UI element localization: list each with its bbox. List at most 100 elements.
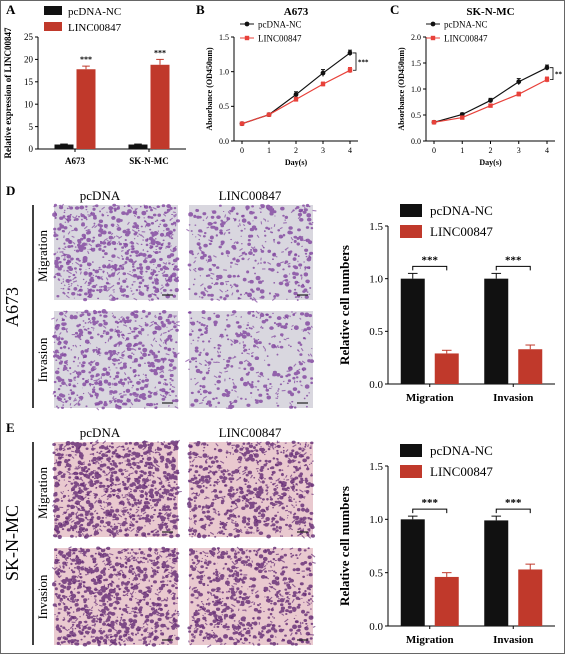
chart-b-x-tick-label-4: 4 xyxy=(348,146,352,155)
micro-d-row-invasion: Invasion xyxy=(35,337,50,382)
chart-a-significance-0: *** xyxy=(80,55,92,64)
chart-b-point-linc-3 xyxy=(320,81,326,87)
chart-e-y-tick-label-3: 1.5 xyxy=(369,461,383,473)
micro-d-linc-migration xyxy=(186,203,317,303)
chart-e-significance-0: *** xyxy=(422,497,439,509)
chart-d-y-tick-label-1: 0.5 xyxy=(369,326,383,338)
chart-b-x-tick-label-0: 0 xyxy=(240,146,244,155)
micro-d-linc-invasion-processes xyxy=(185,310,313,410)
chart-d-bracket-0 xyxy=(412,265,448,271)
chart-d-legend-swatch-linc xyxy=(400,225,422,238)
chart-a-bar-a673-nc xyxy=(54,144,74,149)
chart-a-bar-a673-linc xyxy=(76,69,96,149)
chart-a-y-tick-label-1: 5 xyxy=(29,122,34,132)
chart-d-y-label: Relative cell numbers xyxy=(337,245,352,365)
chart-a-y-tick-label-3: 15 xyxy=(24,77,34,87)
chart-c-point-linc-1 xyxy=(460,115,465,120)
micro-e-pcdna-invasion-cells xyxy=(52,546,180,647)
chart-d-legend-label-nc: pcDNA-NC xyxy=(430,203,493,218)
panel-label-b: B xyxy=(196,2,205,17)
chart-e-bar-migration-linc xyxy=(434,576,459,626)
micrographs-d: pcDNA LINC00847 A673 Migration Invasion xyxy=(2,188,317,411)
micro-d-linc-invasion xyxy=(185,310,315,410)
chart-e-y-tick-label-2: 1.0 xyxy=(369,514,383,526)
chart-e-legend-swatch-nc xyxy=(400,444,422,457)
chart-d-bar-invasion-nc xyxy=(484,278,509,384)
chart-e-bar-invasion-nc xyxy=(484,520,509,626)
chart-e-bracket-1 xyxy=(495,508,531,514)
chart-c-x-tick-label-2: 2 xyxy=(489,146,493,155)
micro-d-linc-migration-processes xyxy=(186,206,317,303)
chart-e-legend-label-linc: LINC00847 xyxy=(430,464,493,479)
chart-d-x-tick-label-1: Invasion xyxy=(493,392,533,404)
chart-c-legend-label-nc: pcDNA-NC xyxy=(444,20,488,30)
micro-d-col-pcdna: pcDNA xyxy=(80,188,121,203)
chart-c-y-tick-label-2: 1.0 xyxy=(411,85,421,94)
chart-e-x-tick-label-0: Migration xyxy=(406,634,454,646)
micro-e-col-linc: LINC00847 xyxy=(219,425,282,440)
chart-c-y-tick-label-1: 0.5 xyxy=(411,111,421,120)
micro-d-col-linc: LINC00847 xyxy=(219,188,282,203)
chart-b-legend-label-nc: pcDNA-NC xyxy=(258,20,302,30)
chart-e-bracket-0 xyxy=(412,508,448,514)
chart-b-title: A673 xyxy=(284,6,309,18)
chart-b-x-label: Day(s) xyxy=(285,158,308,167)
chart-c-legend-label-linc: LINC00847 xyxy=(444,34,488,44)
micro-e-pcdna-migration-cells xyxy=(52,440,181,539)
chart-b-y-tick-label-0: 0.0 xyxy=(219,137,229,146)
chart-d-x-tick-label-0: Migration xyxy=(406,392,454,404)
chart-b-legend-marker-nc xyxy=(244,21,250,27)
chart-e-bar-migration-nc xyxy=(400,519,425,626)
micro-d-pcdna-migration xyxy=(52,203,180,302)
chart-e-sknmc-cell-numbers: 0.0 0.5 1.0 1.5 Migration *** Invasion *** Relat… xyxy=(337,443,555,646)
chart-b-legend-marker-linc xyxy=(244,35,250,41)
chart-c-legend-marker-nc xyxy=(430,21,436,27)
chart-b-point-linc-0 xyxy=(239,121,245,126)
panel-label-a: A xyxy=(6,2,16,17)
chart-b-y-label: Absorbance (OD450nm) xyxy=(205,47,214,131)
chart-c-y-tick-label-0: 0.0 xyxy=(411,137,421,146)
micro-d-row-a673: A673 xyxy=(2,287,22,327)
chart-d-legend-swatch-nc xyxy=(400,204,422,217)
chart-a-y-tick-label-0: 0 xyxy=(29,144,34,154)
chart-e-y-label: Relative cell numbers xyxy=(337,486,352,606)
chart-c-legend-marker-linc xyxy=(430,35,436,41)
chart-b-legend-label-linc: LINC00847 xyxy=(258,34,302,44)
chart-a-x-tick-label-0: A673 xyxy=(65,156,85,166)
chart-d-significance-0: *** xyxy=(422,254,439,266)
micro-d-pcdna-migration-processes xyxy=(53,203,178,302)
micro-e-pcdna-invasion-processes xyxy=(51,546,180,647)
micro-e-linc-invasion xyxy=(187,546,316,648)
chart-d-y-tick-label-3: 1.5 xyxy=(369,221,383,233)
chart-c-title: SK-N-MC xyxy=(466,6,514,18)
micro-e-row-invasion: Invasion xyxy=(35,574,50,619)
chart-b-point-linc-4 xyxy=(347,68,353,73)
micro-e-linc-migration-cells xyxy=(186,440,315,539)
chart-b-y-tick-label-2: 1.0 xyxy=(219,67,229,76)
chart-c-bracket xyxy=(550,67,554,81)
chart-b-y-tick-label-1: 0.5 xyxy=(219,102,229,111)
chart-b-point-nc-3 xyxy=(320,70,326,76)
chart-c-x-tick-label-1: 1 xyxy=(460,146,464,155)
legend-a-label-linc: LINC00847 xyxy=(68,22,122,34)
micro-e-pcdna-migration-processes xyxy=(51,439,182,538)
micro-e-linc-invasion-processes xyxy=(188,546,316,648)
chart-b-x-tick-label-1: 1 xyxy=(267,146,271,155)
micro-e-pcdna-invasion xyxy=(51,546,180,647)
chart-a-y-tick-label-5: 25 xyxy=(24,32,34,42)
chart-e-x-tick-label-1: Invasion xyxy=(493,634,533,646)
chart-c-point-nc-4 xyxy=(544,65,550,71)
chart-b-point-linc-2 xyxy=(293,97,299,102)
chart-d-bar-migration-linc xyxy=(434,353,459,384)
micrographs-e: pcDNA LINC00847 SK-N-MC Migration Invasi… xyxy=(2,425,316,648)
chart-c-y-label: Absorbance (OD450nm) xyxy=(397,47,406,131)
chart-c-point-linc-2 xyxy=(488,103,493,108)
chart-a-bar-sk-n-mc-linc xyxy=(150,64,170,149)
chart-c-sknmc-growth: 0.0 0.5 1.0 1.5 2.0 0 1 2 3 4 Day(s) Absorbance (OD… xyxy=(397,6,563,167)
legend-a-swatch-linc xyxy=(44,22,62,31)
legend-a-label-nc: pcDNA-NC xyxy=(68,6,121,18)
micro-d-row-migration: Migration xyxy=(35,230,50,282)
micro-e-linc-migration-processes xyxy=(188,440,314,539)
chart-d-bracket-1 xyxy=(495,265,531,271)
chart-c-significance: ** xyxy=(555,71,563,79)
